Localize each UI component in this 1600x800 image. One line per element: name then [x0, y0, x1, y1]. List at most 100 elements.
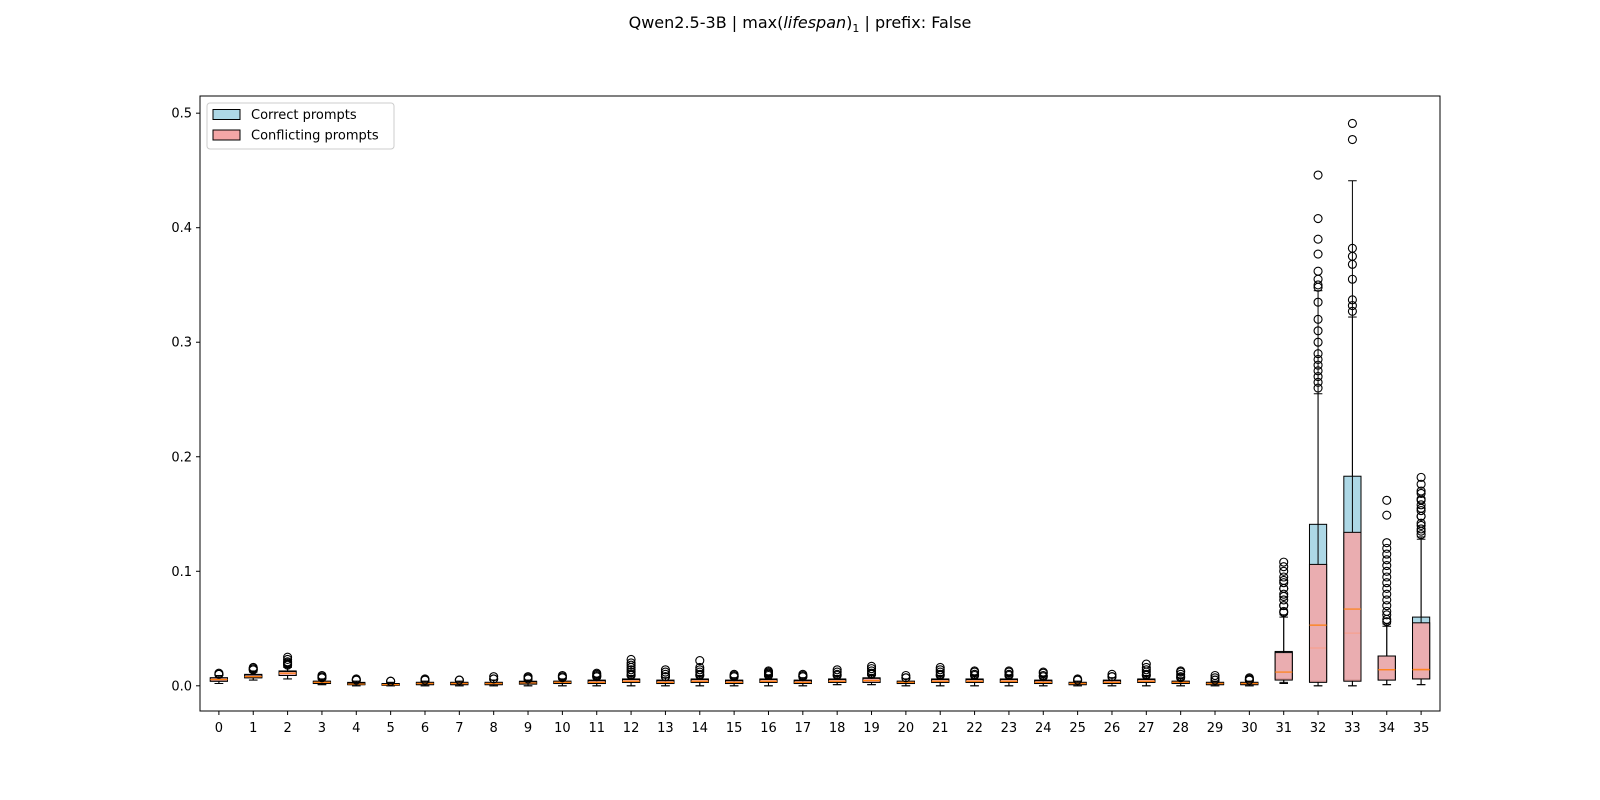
y-tick-label: 0.5	[171, 107, 192, 122]
x-tick-label: 28	[1172, 721, 1189, 736]
box-20	[896, 673, 915, 687]
outlier-point	[1279, 607, 1289, 618]
x-tick-label: 4	[352, 721, 360, 736]
box-11	[587, 672, 606, 687]
outlier-point	[1313, 249, 1323, 259]
x-tick-label: 11	[588, 721, 605, 736]
legend: Correct prompts Conflicting prompts	[206, 102, 395, 150]
outlier-point	[1313, 366, 1323, 376]
outlier-point	[283, 660, 293, 670]
outlier-point	[798, 672, 808, 682]
box-16	[759, 670, 778, 687]
outlier-point	[1176, 669, 1186, 679]
outlier-point	[1416, 520, 1426, 531]
outlier-point	[1279, 566, 1289, 576]
outlier-point	[1313, 314, 1323, 324]
box-27	[1137, 670, 1156, 687]
outlier-point	[1210, 670, 1220, 681]
outlier-point	[283, 654, 293, 665]
box-6	[415, 675, 435, 687]
box-iqr	[1412, 622, 1431, 680]
box-7	[450, 675, 469, 687]
box-2	[278, 658, 297, 680]
outlier-point	[832, 667, 842, 677]
x-tick-label: 33	[1344, 721, 1361, 736]
x-tick-label: 18	[829, 721, 846, 736]
outlier-point	[1279, 601, 1289, 611]
outlier-point	[1073, 675, 1083, 685]
outlier-point	[1279, 575, 1289, 585]
box-12	[621, 670, 641, 687]
outlier-point	[1382, 543, 1392, 553]
outlier-point	[1347, 306, 1357, 316]
x-tick-label: 35	[1413, 721, 1430, 736]
boxes-layer	[209, 118, 1431, 687]
title-prefix: Qwen2.5-3B | max(	[628, 13, 784, 32]
x-tick-label: 32	[1310, 721, 1327, 736]
outlier-point	[1038, 672, 1048, 682]
box-iqr	[1274, 652, 1293, 681]
box-21	[931, 670, 950, 687]
box-8	[484, 674, 503, 687]
outlier-point	[695, 656, 705, 666]
outlier-point	[901, 673, 911, 683]
outlier-point	[1141, 665, 1151, 675]
box-35	[1412, 488, 1431, 686]
outlier-point	[866, 669, 877, 679]
legend-label-conflicting: Conflicting prompts	[251, 129, 379, 144]
x-tick-label: 12	[623, 721, 640, 736]
outlier-point	[1313, 383, 1323, 393]
outlier-point	[214, 669, 224, 679]
box-22	[965, 670, 984, 687]
outlier-point	[1210, 675, 1220, 685]
outlier-point	[1416, 524, 1426, 534]
outlier-point	[1279, 578, 1289, 588]
x-tick-label: 27	[1138, 721, 1155, 736]
outlier-point	[1313, 234, 1323, 244]
title-close: )	[846, 13, 853, 32]
outlier-point	[1313, 349, 1323, 359]
box-24	[1034, 672, 1053, 687]
x-tick-label: 24	[1035, 721, 1052, 736]
outlier-point	[1382, 572, 1392, 582]
outlier-point	[386, 676, 396, 686]
outlier-point	[695, 670, 705, 681]
outlier-point	[248, 662, 258, 673]
outlier-point	[1279, 583, 1289, 594]
outlier-point	[1416, 530, 1426, 540]
outlier-point	[763, 666, 774, 676]
box-25	[1068, 675, 1087, 687]
outlier-point	[1313, 377, 1323, 387]
outlier-point	[660, 667, 670, 677]
box-9	[518, 674, 538, 687]
outlier-point	[1382, 555, 1392, 565]
outlier-point	[935, 665, 945, 675]
outlier-point	[1141, 670, 1151, 681]
outlier-point	[970, 670, 980, 681]
box-iqr	[1343, 531, 1362, 682]
outlier-point	[1004, 670, 1014, 681]
outlier-point	[1416, 511, 1426, 521]
outlier-point	[1382, 606, 1392, 616]
x-tick-label: 23	[1001, 721, 1018, 736]
outlier-point	[1004, 666, 1014, 676]
x-tick-label: 17	[795, 721, 812, 736]
outlier-point	[660, 672, 670, 682]
outlier-point	[1107, 672, 1117, 682]
box-26	[1102, 672, 1122, 687]
outlier-point	[1382, 610, 1392, 620]
x-tick-label: 34	[1378, 721, 1395, 736]
outlier-point	[1038, 667, 1048, 677]
outlier-point	[1382, 601, 1392, 611]
outlier-point	[1347, 243, 1357, 253]
x-tick-label: 6	[421, 721, 429, 736]
outlier-point	[935, 667, 945, 677]
box-34	[1377, 543, 1396, 686]
series-correct	[209, 118, 1431, 687]
outlier-point	[420, 675, 430, 685]
box-31	[1274, 575, 1293, 685]
outlier-point	[866, 664, 877, 674]
outlier-point	[1313, 280, 1323, 290]
outlier-point	[1416, 518, 1426, 528]
outlier-point	[729, 672, 739, 682]
